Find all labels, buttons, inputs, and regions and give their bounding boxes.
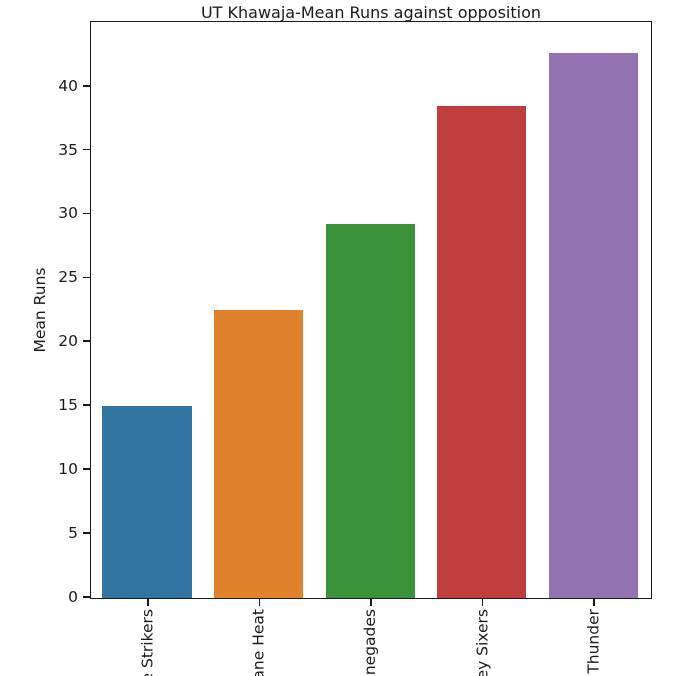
plot-area [90, 21, 652, 599]
y-tick-label: 5 [68, 524, 78, 543]
x-tick-label-negades: negades [361, 608, 380, 675]
x-tick-label-thunder: Thunder [584, 608, 603, 674]
y-tick-mark [83, 596, 91, 598]
bar-ane-heat [213, 310, 304, 598]
x-tick-label-e-strikers: e Strikers [138, 608, 157, 676]
y-tick-mark [83, 532, 91, 534]
y-tick-label: 20 [58, 332, 78, 351]
y-tick-label: 25 [58, 268, 78, 287]
y-tick-mark [83, 468, 91, 471]
y-tick-label: 15 [58, 396, 78, 415]
bar-e-strikers [102, 406, 192, 598]
y-tick-mark [83, 276, 91, 279]
y-tick-label: 10 [58, 460, 78, 479]
y-tick-label: 35 [58, 140, 78, 159]
bar-ey-sixers [437, 105, 527, 598]
x-tick-label-ane-heat: ane Heat [249, 608, 268, 676]
y-tick-mark [83, 148, 91, 151]
y-tick-label: 30 [58, 204, 78, 223]
y-tick-mark [83, 340, 91, 343]
y-tick-label: 40 [58, 76, 78, 95]
chart-title: UT Khawaja-Mean Runs against opposition [200, 3, 542, 22]
y-tick-mark [83, 404, 91, 407]
bar-thunder [548, 53, 638, 598]
x-tick-mark [370, 598, 372, 606]
y-tick-mark [83, 212, 91, 215]
x-tick-mark [258, 598, 261, 606]
y-tick-label: 0 [68, 588, 78, 606]
bar-negades [325, 223, 415, 598]
x-tick-label-ey-sixers: ey Sixers [473, 608, 492, 676]
y-tick-mark [83, 84, 91, 87]
x-tick-mark [481, 598, 484, 606]
x-tick-mark [146, 598, 149, 606]
x-tick-mark [593, 598, 596, 606]
